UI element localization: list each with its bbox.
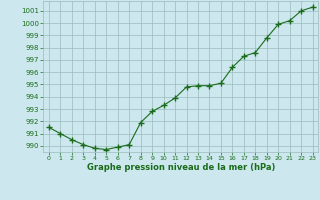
X-axis label: Graphe pression niveau de la mer (hPa): Graphe pression niveau de la mer (hPa) xyxy=(87,163,275,172)
